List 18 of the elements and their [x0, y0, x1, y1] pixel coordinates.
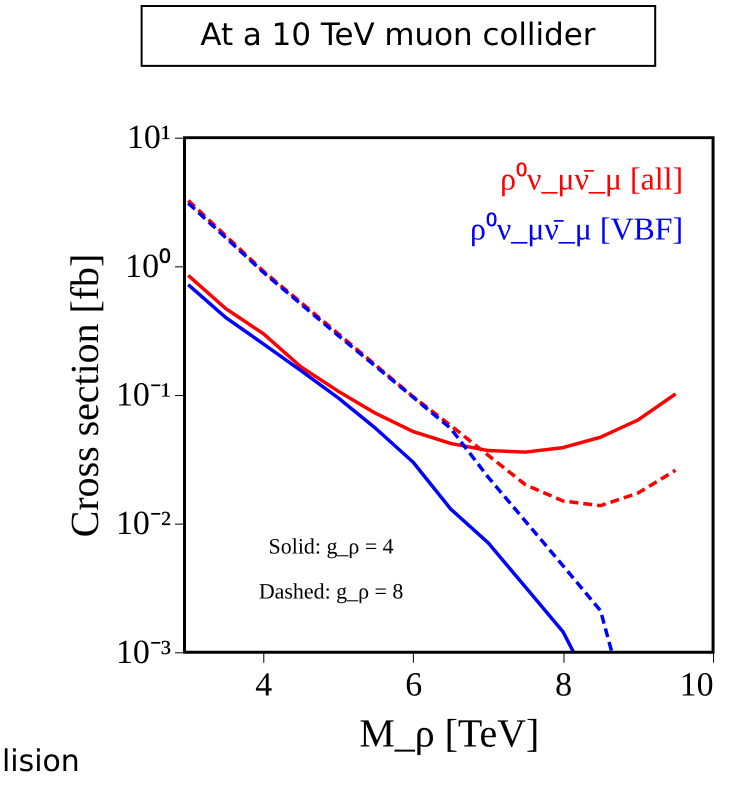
y-tick-label: 10⁰: [125, 248, 172, 285]
x-axis-title: M_ρ [TeV]: [359, 710, 540, 756]
x-tick-label: 10: [680, 666, 714, 704]
y-tick-label: 10⁻¹: [116, 376, 172, 414]
x-tick-label: 6: [405, 666, 422, 704]
annotation: Dashed: g_ρ = 8: [258, 578, 404, 604]
x-tick-label: 8: [555, 666, 572, 704]
chart-title: At a 10 TeV muon collider: [200, 16, 596, 53]
y-tick-label: 10¹: [126, 119, 172, 156]
x-tick-label: 4: [255, 666, 272, 704]
y-axis-title: Cross section [fb]: [62, 254, 108, 538]
text: ρ⁰ν_μν̄_μ [all]: [500, 162, 684, 197]
y-tick-label: 10⁻²: [116, 505, 172, 542]
y-tick-label: 10⁻³: [116, 634, 172, 671]
text: lision: [2, 744, 80, 779]
annotation: Solid: g_ρ = 4: [268, 534, 394, 559]
line-series: [186, 282, 576, 652]
text: ρ⁰ν_μν̄_μ [VBF]: [470, 211, 684, 246]
